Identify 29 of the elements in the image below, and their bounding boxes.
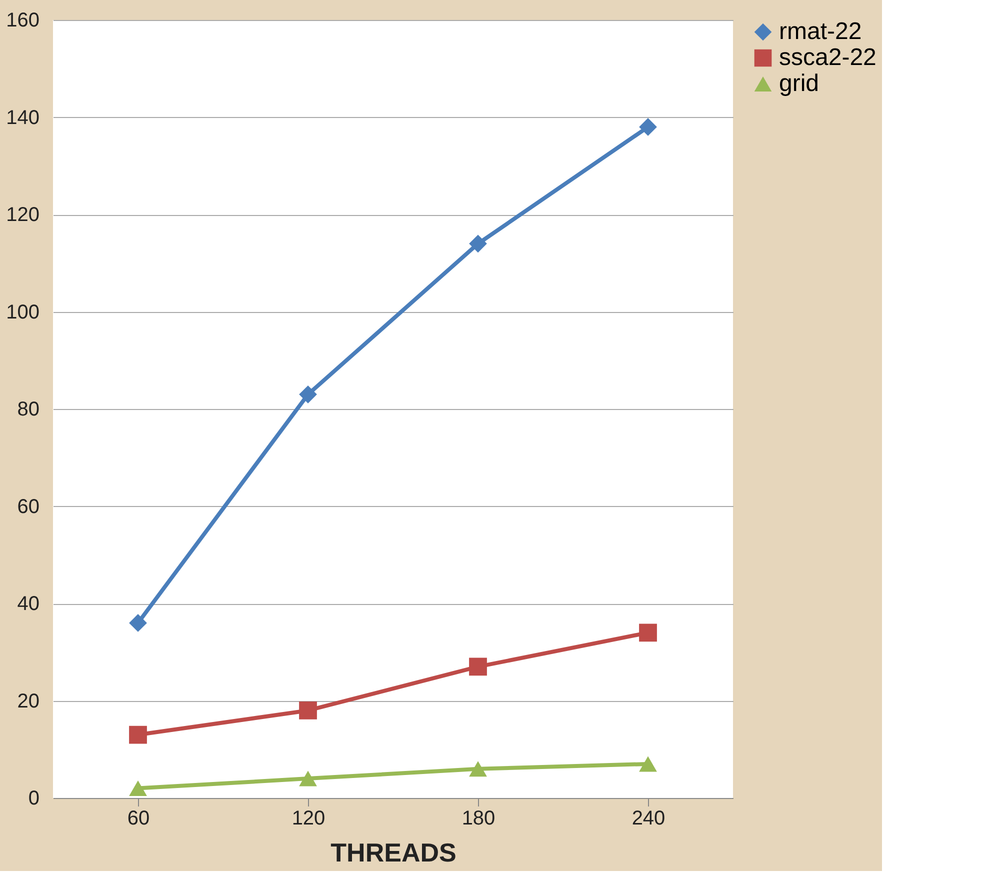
y-tick-label: 60 (17, 496, 40, 518)
x-tick-label: 60 (127, 808, 150, 830)
x-tick-label: 120 (292, 808, 326, 830)
x-tick-label: 240 (632, 808, 666, 830)
y-tick-label: 40 (17, 593, 40, 615)
y-tick-label: 140 (6, 106, 40, 129)
point (129, 614, 147, 632)
y-tick-label: 160 (6, 10, 40, 32)
x-axis-title: THREADS (330, 838, 456, 868)
point (469, 234, 487, 253)
point (299, 702, 317, 720)
legend-label: ssca2-22 (779, 44, 876, 71)
point (299, 770, 317, 786)
point (299, 385, 317, 404)
point (129, 726, 147, 744)
y-tick-label: 120 (6, 204, 40, 226)
point (469, 658, 487, 676)
x-tick-label: 180 (462, 808, 496, 830)
y-tick-label: 0 (28, 788, 40, 810)
legend-label: grid (779, 70, 820, 97)
y-tick-label: 80 (17, 398, 40, 420)
point (469, 761, 487, 777)
point (639, 118, 657, 136)
legend-label: rmat-22 (779, 18, 862, 45)
point (639, 756, 657, 772)
y-tick-label: 20 (17, 690, 40, 712)
point (639, 624, 657, 642)
y-tick-label: 100 (6, 301, 40, 324)
point (129, 780, 147, 796)
